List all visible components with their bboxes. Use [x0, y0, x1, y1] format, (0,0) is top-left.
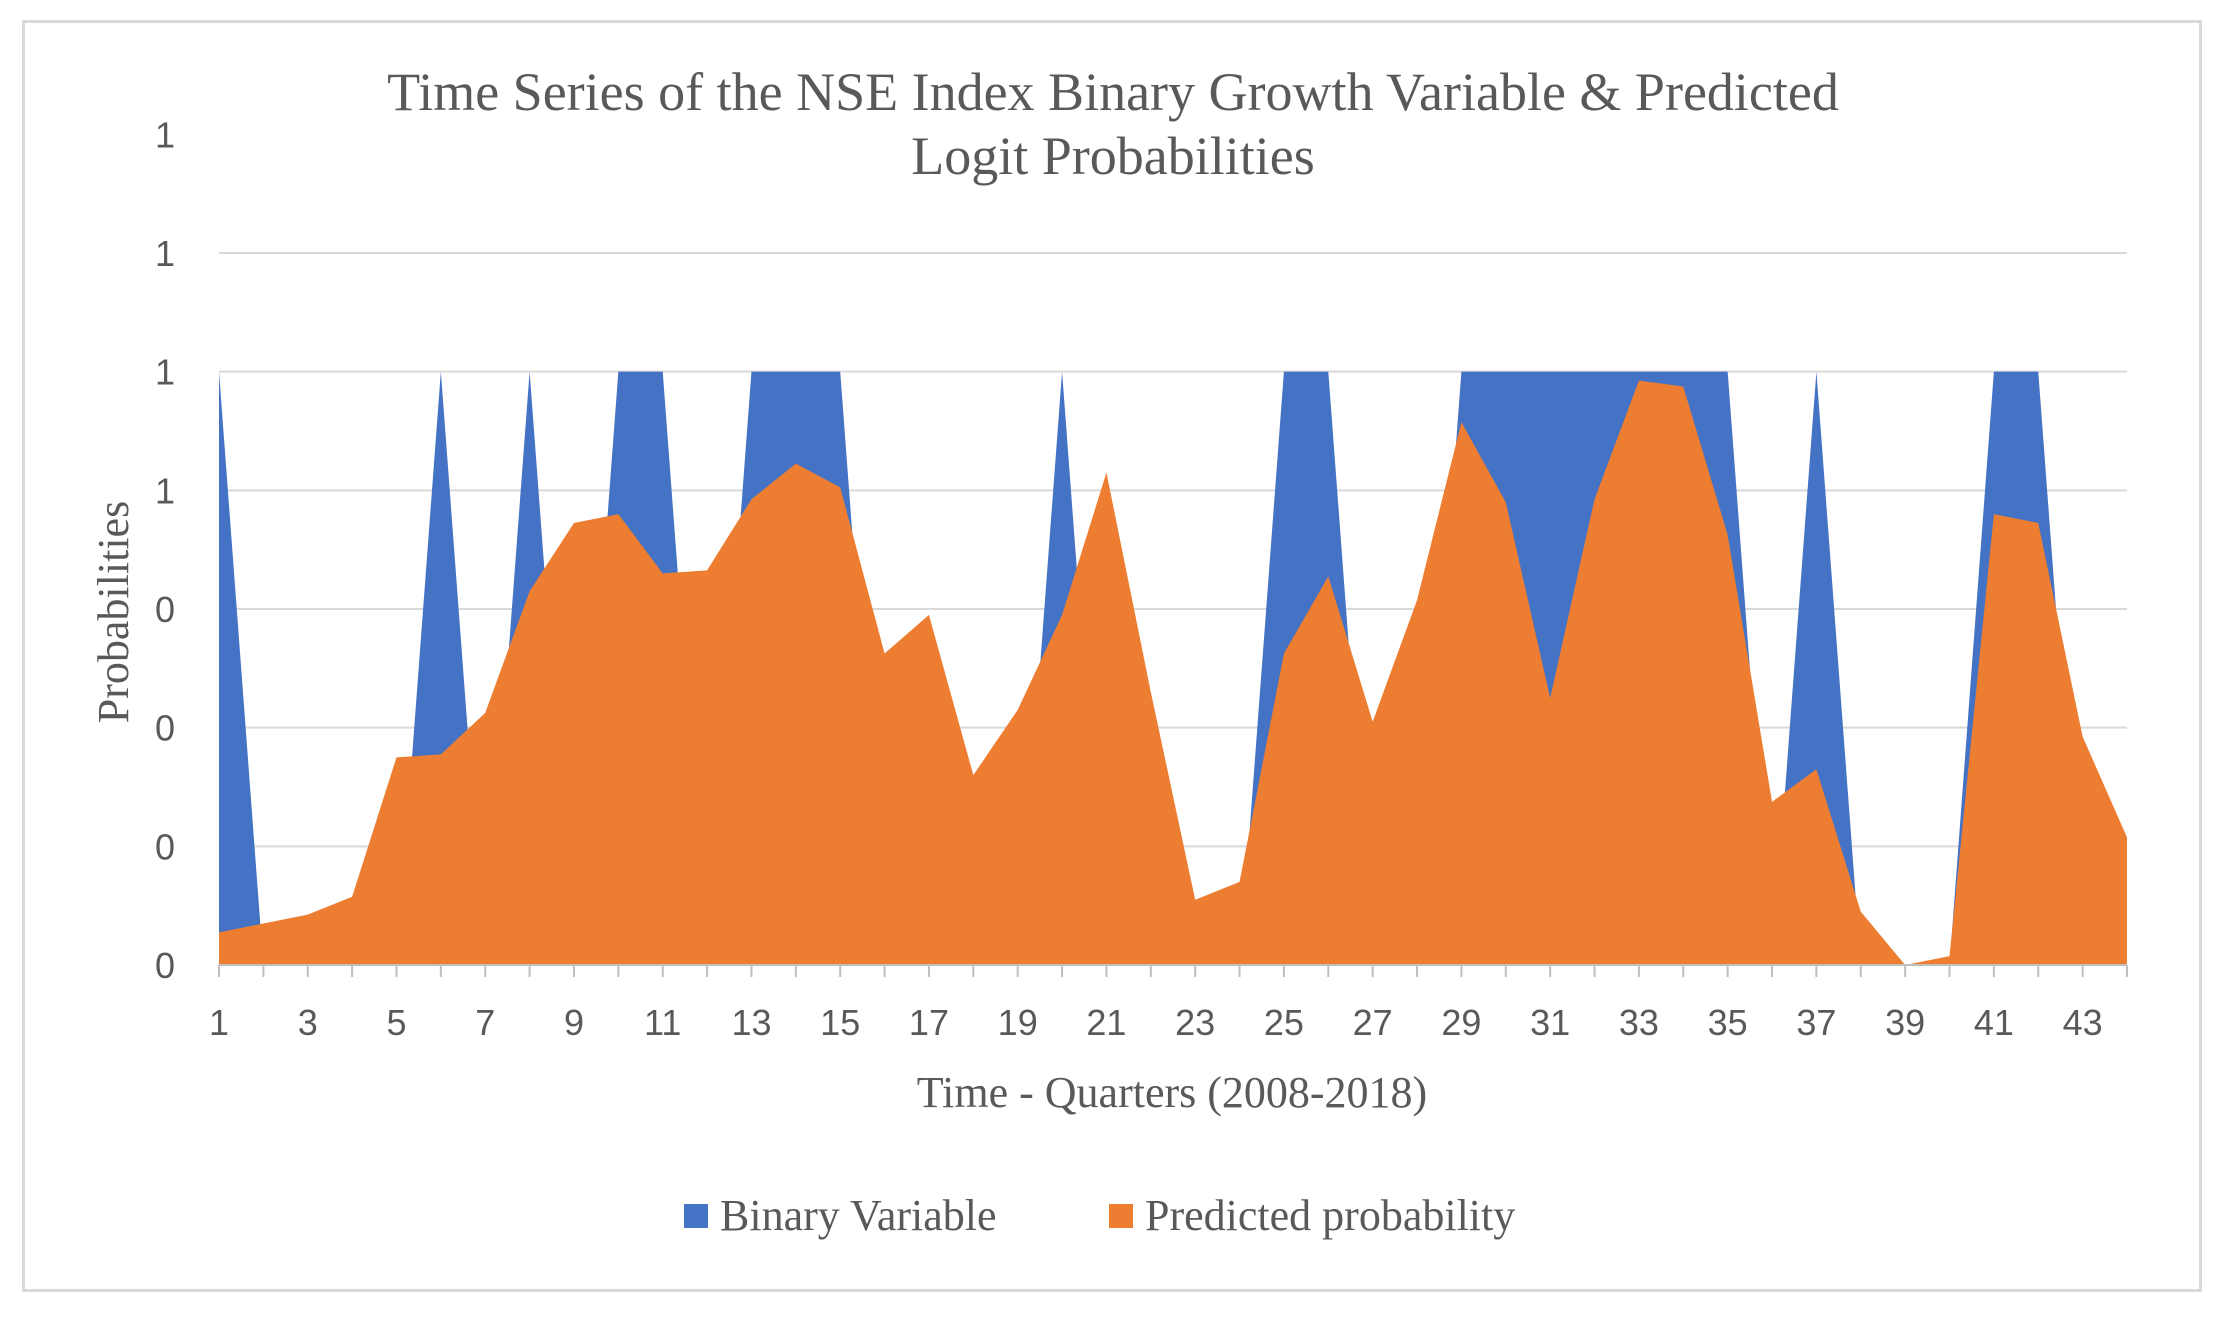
x-axis-label: Time - Quarters (2008-2018) — [917, 1068, 1427, 1117]
chart-title: Time Series of the NSE Index Binary Grow… — [387, 62, 1839, 186]
x-tick-label: 43 — [2063, 1002, 2103, 1043]
x-tick-label: 3 — [298, 1002, 318, 1043]
chart-title-line-2: Logit Probabilities — [911, 126, 1314, 186]
x-tick-label: 11 — [644, 1002, 681, 1043]
x-tick-label: 5 — [386, 1002, 406, 1043]
x-tick-label: 1 — [209, 1002, 229, 1043]
y-tick-label: 1 — [155, 233, 175, 274]
legend-item-predicted-probability: Predicted probability — [1109, 1191, 1515, 1240]
x-tick-label: 19 — [998, 1002, 1038, 1043]
x-tick-label: 17 — [909, 1002, 949, 1043]
x-tick-label: 13 — [731, 1002, 771, 1043]
legend-label: Predicted probability — [1145, 1191, 1515, 1240]
x-tick-label: 39 — [1885, 1002, 1925, 1043]
legend-swatch — [684, 1204, 708, 1228]
x-tick-label: 29 — [1441, 1002, 1481, 1043]
y-tick-label: 0 — [155, 589, 175, 630]
y-tick-label: 0 — [155, 708, 175, 749]
x-tick-label: 41 — [1974, 1002, 2014, 1043]
x-tick-label: 21 — [1086, 1002, 1126, 1043]
area-series-predicted-probability — [219, 380, 2127, 966]
x-tick-label: 15 — [820, 1002, 860, 1043]
y-tick-label: 0 — [155, 826, 175, 867]
legend-swatch — [1109, 1204, 1133, 1228]
y-tick-label: 1 — [155, 470, 175, 511]
x-tick-label: 7 — [475, 1002, 495, 1043]
x-tick-label: 23 — [1175, 1002, 1215, 1043]
y-tick-label: 1 — [155, 114, 175, 155]
y-axis-tick-labels: 0 0 0 0 1 1 1 1 — [155, 114, 175, 986]
x-tick-label: 27 — [1353, 1002, 1393, 1043]
x-tick-label: 31 — [1530, 1002, 1570, 1043]
legend: Binary Variable Predicted probability — [684, 1191, 1515, 1240]
y-tick-label: 0 — [155, 945, 175, 986]
x-tick-label: 35 — [1708, 1002, 1748, 1043]
x-tick-label: 9 — [564, 1002, 584, 1043]
legend-label: Binary Variable — [720, 1191, 997, 1240]
chart-title-line-1: Time Series of the NSE Index Binary Grow… — [387, 62, 1839, 122]
x-tick-label: 25 — [1264, 1002, 1304, 1043]
x-axis: 1 3 5 7 9 11 13 15 17 19 21 23 25 27 29 31 33 35 37 39 41 43 — [209, 964, 2128, 1043]
x-tick-label: 33 — [1619, 1002, 1659, 1043]
y-tick-label: 1 — [155, 352, 175, 393]
y-axis-label: Probabilities — [89, 501, 138, 723]
x-tick-label: 37 — [1796, 1002, 1836, 1043]
legend-item-binary-variable: Binary Variable — [684, 1191, 997, 1240]
plot-areas — [219, 371, 2127, 966]
